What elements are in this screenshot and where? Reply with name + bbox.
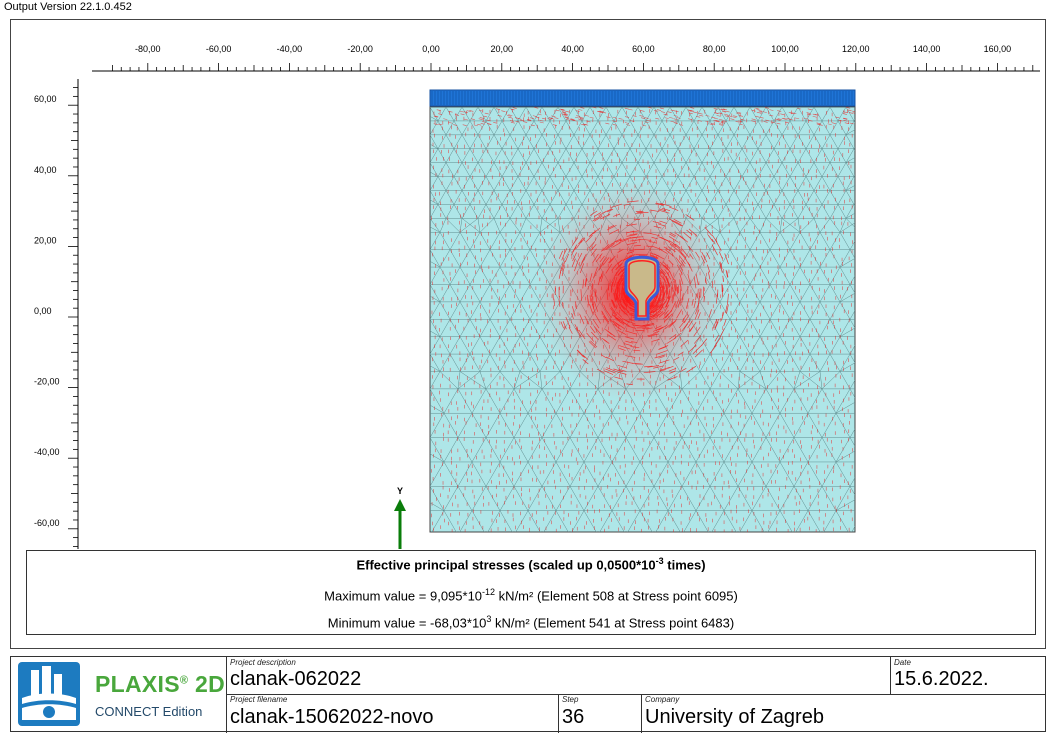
- y-axis-ruler: 60,00 40,00 20,00 0,00 -20,00 -40,00 -60,00: [34, 79, 79, 549]
- date-caption: Date: [894, 658, 911, 667]
- y-tick-label: 40,00: [34, 165, 57, 175]
- x-axis-ruler: -80,00 -60,00 -40,00 -20,00 0,00 20,00 40,00 60…: [92, 44, 1040, 72]
- brand-name: PLAXIS® 2D: [95, 671, 225, 697]
- surface-load[interactable]: [429, 89, 856, 107]
- x-tick-label: 120,00: [842, 44, 870, 54]
- x-tick-label: 80,00: [703, 44, 726, 54]
- date-cell: Date 15.6.2022.: [890, 657, 1047, 694]
- y-tick-label: 0,00: [34, 306, 52, 316]
- company-cell: Company University of Zagreb: [641, 694, 1047, 733]
- x-tick-label: 140,00: [913, 44, 941, 54]
- plaxis-logo-icon: [18, 662, 80, 726]
- y-axis-arrow: Y: [394, 486, 406, 549]
- step-cell: Step 36: [558, 694, 641, 733]
- x-tick-label: 160,00: [984, 44, 1012, 54]
- x-tick-label: -20,00: [347, 44, 373, 54]
- tunnel-shaft[interactable]: [624, 255, 660, 321]
- title-block: PLAXIS® 2D CONNECT Edition Project descr…: [10, 656, 1047, 733]
- y-tick-label: 60,00: [34, 94, 57, 104]
- project-description-caption: Project description: [230, 658, 296, 667]
- company-caption: Company: [645, 695, 680, 704]
- x-tick-label: -80,00: [135, 44, 161, 54]
- brand-edition: CONNECT Edition: [95, 704, 203, 719]
- x-tick-label: 20,00: [491, 44, 514, 54]
- y-tick-label: 20,00: [34, 235, 57, 245]
- legend-min-value: Minimum value = -68,03*103 kN/m² (Elemen…: [327, 614, 735, 631]
- y-axis-label: Y: [397, 486, 403, 496]
- step-value: 36: [562, 706, 585, 728]
- project-description: clanak-062022: [230, 668, 362, 690]
- date-value: 15.6.2022.: [894, 668, 989, 690]
- x-tick-label: 100,00: [771, 44, 799, 54]
- x-tick-label: -40,00: [277, 44, 303, 54]
- y-tick-label: -60,00: [34, 518, 60, 528]
- x-tick-label: 60,00: [632, 44, 655, 54]
- project-filename-cell: Project filename clanak-15062022-novo: [226, 694, 558, 733]
- legend-title: Effective principal stresses (scaled up …: [356, 556, 706, 573]
- plot-frame: [10, 19, 1046, 649]
- version-label: Output Version 22.1.0.452: [4, 1, 132, 13]
- x-tick-label: 40,00: [561, 44, 584, 54]
- soil-mesh[interactable]: [402, 106, 878, 555]
- x-tick-label: -60,00: [206, 44, 232, 54]
- project-description-cell: Project description clanak-062022: [226, 657, 890, 694]
- y-tick-label: -20,00: [34, 377, 60, 387]
- stress-legend: Effective principal stresses (scaled up …: [26, 550, 1036, 635]
- project-filename-caption: Project filename: [230, 695, 288, 704]
- y-tick-label: -40,00: [34, 447, 60, 457]
- step-caption: Step: [562, 695, 579, 704]
- x-tick-label: 0,00: [422, 44, 440, 54]
- legend-max-value: Maximum value = 9,095*10-12 kN/m² (Eleme…: [324, 587, 738, 604]
- project-filename: clanak-15062022-novo: [230, 706, 434, 728]
- model-plot[interactable]: -80,00 -60,00 -40,00 -20,00 0,00 20,00 40,00 60…: [10, 19, 1046, 555]
- company-value: University of Zagreb: [645, 706, 824, 728]
